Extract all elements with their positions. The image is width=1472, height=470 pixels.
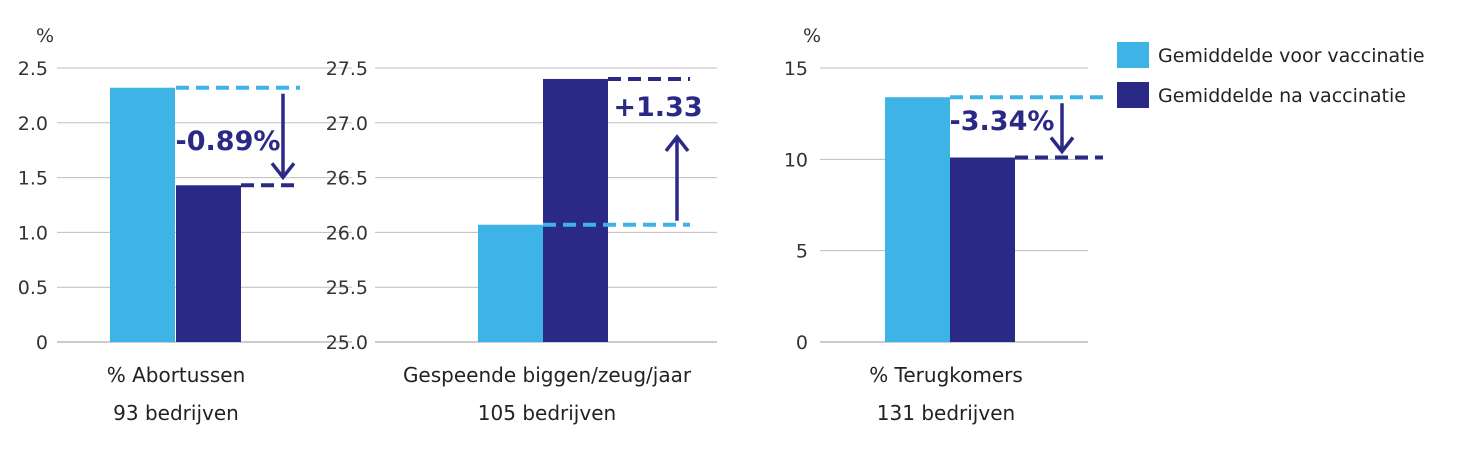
y-tick-label: 15 bbox=[784, 58, 808, 80]
y-unit-label: % bbox=[803, 25, 821, 47]
y-tick-label: 25.5 bbox=[326, 277, 368, 299]
sample-size-label: 131 bedrijven bbox=[877, 401, 1015, 425]
change-arrow-head bbox=[664, 134, 690, 153]
category-label: Gespeende biggen/zeug/jaar bbox=[403, 363, 692, 387]
sample-size-label: 105 bedrijven bbox=[478, 401, 616, 425]
y-tick-label: 0 bbox=[796, 332, 808, 354]
change-arrow-head bbox=[1049, 136, 1075, 155]
y-tick-label: 25.0 bbox=[326, 332, 368, 354]
bar-after-vaccination bbox=[543, 78, 608, 343]
chart-panel-biggen: 27.5 27.0 26.5 26.0 25.5 25.0 +1.33 Gespeende b… bbox=[326, 58, 717, 425]
bar-after-vaccination bbox=[950, 157, 1015, 342]
legend-swatch-after bbox=[1117, 82, 1149, 108]
y-tick-label: 2.0 bbox=[18, 113, 48, 135]
y-tick-label: 26.5 bbox=[326, 168, 368, 190]
bar-after-vaccination bbox=[176, 185, 241, 342]
category-label: % Terugkomers bbox=[869, 363, 1023, 387]
legend-label-after: Gemiddelde na vaccinatie bbox=[1158, 85, 1406, 107]
y-tick-label: 1.5 bbox=[18, 168, 48, 190]
y-tick-label: 1.0 bbox=[18, 222, 48, 244]
change-annotation: -0.89% bbox=[176, 126, 281, 157]
bar-before-vaccination bbox=[478, 224, 543, 342]
y-tick-label: 5 bbox=[796, 241, 808, 263]
y-tick-label: 27.0 bbox=[326, 113, 368, 135]
legend-swatch-before bbox=[1117, 42, 1149, 68]
y-tick-label: 26.0 bbox=[326, 222, 368, 244]
sample-size-label: 93 bedrijven bbox=[113, 401, 239, 425]
legend-label-before: Gemiddelde voor vaccinatie bbox=[1158, 45, 1425, 67]
y-unit-label: % bbox=[36, 25, 54, 47]
change-annotation: +1.33 bbox=[613, 92, 702, 123]
legend: Gemiddelde voor vaccinatie Gemiddelde na… bbox=[1117, 42, 1425, 108]
y-tick-label: 2.5 bbox=[18, 58, 48, 80]
bar-before-vaccination bbox=[885, 97, 950, 342]
y-tick-label: 27.5 bbox=[326, 58, 368, 80]
y-tick-label: 0.5 bbox=[18, 277, 48, 299]
y-tick-label: 10 bbox=[784, 149, 808, 171]
change-annotation: -3.34% bbox=[950, 106, 1055, 137]
y-tick-label: 0 bbox=[36, 332, 48, 354]
change-arrow-head bbox=[270, 162, 296, 181]
bar-before-vaccination bbox=[110, 87, 175, 342]
category-label: % Abortussen bbox=[107, 363, 246, 387]
chart-panel-abortussen: 2.5 2.0 1.5 1.0 0.5 0% -0.89% % Abortussen 93 be… bbox=[18, 25, 352, 425]
chart-panel-terugkomers: 15 10 5 0% -3.34% % Terugkomers 131 bedrijven bbox=[784, 25, 1103, 425]
